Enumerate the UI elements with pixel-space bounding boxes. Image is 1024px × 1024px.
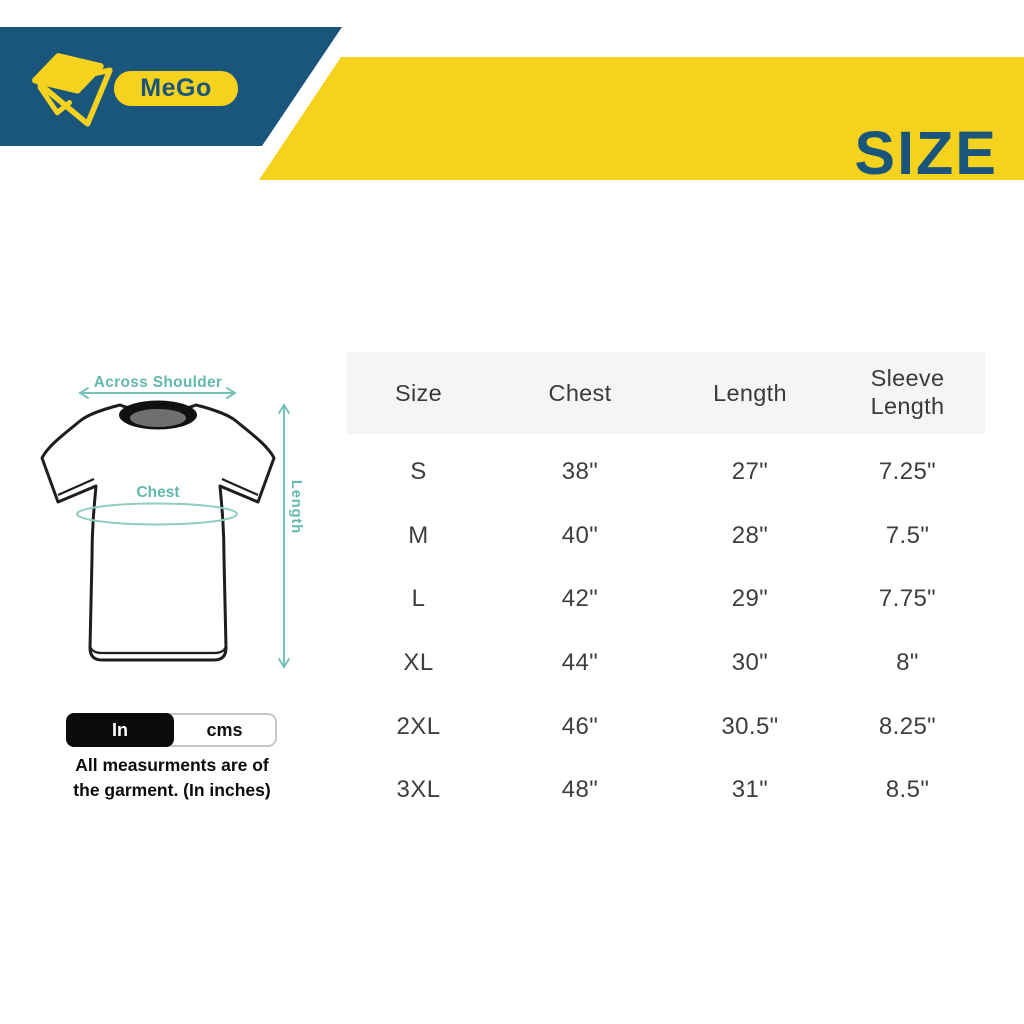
cell-chest: 48" [561, 776, 599, 804]
cell-size: XL [403, 648, 434, 676]
length-label: Length [288, 479, 305, 535]
across-shoulder-arrow [78, 387, 237, 399]
cell-length: 30" [731, 648, 769, 676]
cell-length: 31" [731, 776, 769, 804]
length-arrow [278, 403, 290, 669]
table-row: S 38" 27" 7.25" [347, 440, 985, 504]
cell-length: 27" [731, 457, 769, 485]
size-heading: SIZE [854, 119, 998, 187]
note-line-1: All measurments are of [75, 755, 269, 775]
cms-toggle-button[interactable]: cms [206, 719, 243, 740]
cell-length: 28" [731, 521, 769, 549]
col-header-length: Length [713, 379, 787, 406]
size-chart-heading: SIZE CHART [854, 119, 998, 187]
cell-chest: 44" [561, 648, 599, 676]
cell-length: 30.5" [721, 712, 779, 740]
cell-size: L [411, 585, 426, 613]
chest-ellipse [76, 502, 238, 526]
table-row: 3XL 48" 31" 8.5" [347, 758, 985, 822]
cell-sleeve: 8.5" [885, 776, 930, 804]
brand-badge: MeGo [114, 71, 238, 106]
col-header-size: Size [395, 379, 442, 406]
cell-size: 3XL [396, 776, 441, 804]
across-shoulder-label: Across Shoulder [93, 374, 223, 391]
table-row: L 42" 29" 7.75" [347, 567, 985, 631]
cell-size: S [410, 457, 427, 485]
table-row: M 40" 28" 7.5" [347, 504, 985, 568]
tshirt-diagram [40, 387, 290, 669]
tshirt-outline [40, 403, 276, 662]
inches-toggle-button[interactable]: In [66, 713, 174, 747]
cell-length: 29" [731, 585, 769, 613]
chest-label: Chest [136, 484, 180, 501]
cell-sleeve: 8" [896, 648, 919, 676]
table-header: Size Chest Length Sleeve Length [347, 352, 985, 434]
col-header-sleeve-length: Sleeve Length [870, 365, 945, 419]
cell-sleeve: 7.25" [878, 457, 937, 485]
cell-size: M [408, 521, 429, 549]
envelope-send-icon [32, 53, 113, 127]
units-toggle: In cms [66, 713, 277, 747]
cell-chest: 42" [561, 585, 599, 613]
cell-sleeve: 7.75" [878, 585, 937, 613]
cell-size: 2XL [396, 712, 441, 740]
brand-name: MeGo [140, 74, 212, 102]
cell-chest: 46" [561, 712, 599, 740]
collar-inner [130, 409, 186, 427]
table-body: S 38" 27" 7.25" M 40" 28" 7.5" L 42" 29"… [347, 440, 985, 822]
cell-chest: 40" [561, 521, 599, 549]
col-header-chest: Chest [548, 379, 612, 406]
right-cuff-trim [221, 477, 259, 497]
cell-sleeve: 7.5" [885, 521, 930, 549]
yellow-header-band: SIZE CHART [259, 57, 1024, 180]
cell-sleeve: 8.25" [878, 712, 937, 740]
chart-subheading: CHART [878, 188, 1004, 217]
table-row: 2XL 46" 30.5" 8.25" [347, 695, 985, 759]
cell-chest: 38" [561, 457, 599, 485]
table-row: XL 44" 30" 8" [347, 631, 985, 695]
hem-trim [88, 643, 228, 655]
measurement-note: All measurments are of the garment. (In … [40, 753, 304, 804]
note-line-2: the garment. (In inches) [73, 780, 271, 801]
left-cuff-trim [57, 477, 95, 497]
